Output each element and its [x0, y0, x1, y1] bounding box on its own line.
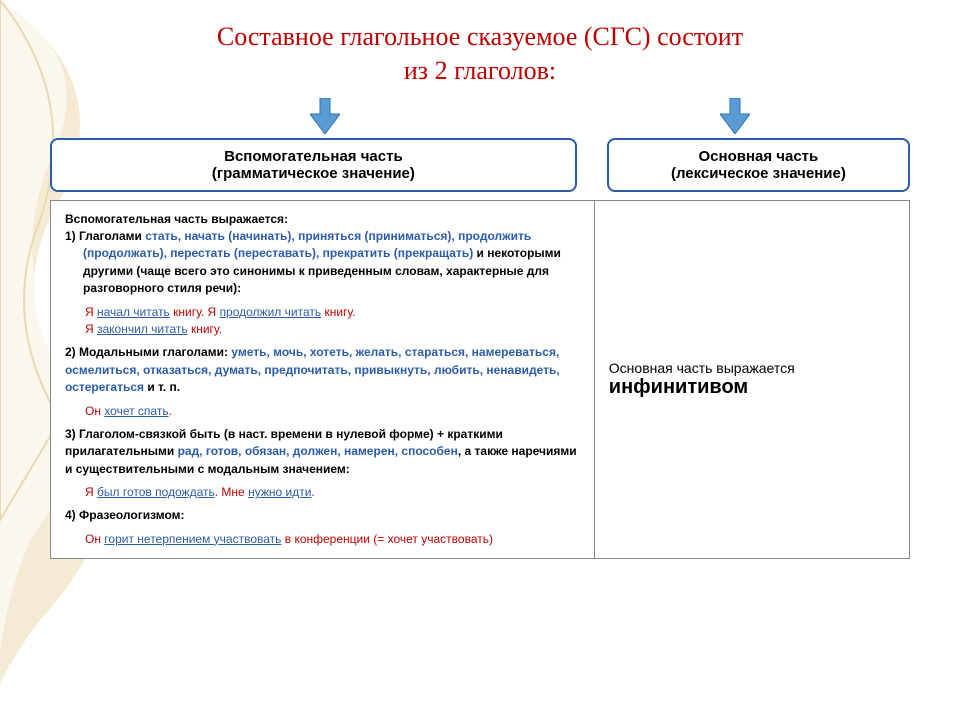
right-big: инфинитивом [609, 376, 895, 399]
ex2-w: . [169, 404, 172, 418]
header-right-line1: Основная часть [699, 148, 819, 165]
section-2: 2) Модальными глаголами: уметь, мочь, хо… [65, 344, 580, 396]
section-1: 1) Глаголами стать, начать (начинать), п… [65, 228, 580, 298]
arrow-down-right-icon [720, 98, 750, 134]
header-right: Основная часть (лексическое значение) [607, 138, 910, 192]
ex4-w: в конференции (= хочет участвовать) [281, 532, 493, 546]
ex3b-w: . [311, 485, 314, 499]
ex2: Он [85, 404, 104, 418]
example-2: Он хочет спать. [85, 403, 580, 420]
ex1c: Я [85, 322, 97, 336]
header-left-line2: (грамматическое значение) [212, 165, 415, 182]
sec2-post: и т. п. [144, 380, 180, 394]
header-left-line1: Вспомогательная часть [224, 148, 403, 165]
ex3a-g: был готов подождать [97, 485, 215, 499]
ex1a: Я [85, 305, 97, 319]
ex4: Он [85, 532, 104, 546]
sec2-pre: 2) Модальными глаголами: [65, 345, 231, 359]
header-right-line2: (лексическое значение) [671, 165, 846, 182]
arrow-down-left-icon [310, 98, 340, 134]
example-1: Я начал читать книгу. Я продолжил читать… [85, 304, 580, 339]
body-left-cell: Вспомогательная часть выражается: 1) Гла… [51, 201, 595, 559]
body-table: Вспомогательная часть выражается: 1) Гла… [50, 200, 910, 560]
example-4: Он горит нетерпением участвовать в конфе… [85, 531, 580, 548]
right-text: Основная часть выражается [609, 360, 895, 376]
header-columns: Вспомогательная часть (грамматическое зн… [50, 138, 910, 192]
ex1a-w: книгу. [170, 305, 204, 319]
ex4-g: горит нетерпением участвовать [104, 532, 281, 546]
ex1b-w: книгу. [321, 305, 355, 319]
ex1a-g: начал читать [97, 305, 170, 319]
sec1-blue: стать, начать (начинать), приняться (при… [83, 229, 531, 260]
body-right-cell: Основная часть выражается инфинитивом [595, 201, 909, 559]
section-3: 3) Глаголом-связкой быть (в наст. времен… [65, 426, 580, 478]
page-title: Составное глагольное сказуемое (СГС) сос… [40, 20, 920, 88]
ex3a: Я [85, 485, 97, 499]
section-4: 4) Фразеологизмом: [65, 507, 580, 524]
ex3b-g: нужно идти [248, 485, 311, 499]
left-intro: Вспомогательная часть выражается: [65, 211, 580, 228]
title-line-1: Составное глагольное сказуемое (СГС) сос… [217, 22, 743, 51]
sec1-pre: 1) Глаголами [65, 229, 145, 243]
ex3b: Мне [218, 485, 248, 499]
sec3-blue: рад, готов, обязан, должен, намерен, спо… [178, 444, 458, 458]
header-left: Вспомогательная часть (грамматическое зн… [50, 138, 577, 192]
ex2-g: хочет спать [104, 404, 168, 418]
ex1c-g: закончил читать [97, 322, 188, 336]
arrows-row [40, 98, 920, 138]
example-3: Я был готов подождать. Мне нужно идти. [85, 484, 580, 501]
ex1b: Я [204, 305, 219, 319]
ex1b-g: продолжил читать [220, 305, 322, 319]
title-line-2: из 2 глаголов: [404, 56, 556, 85]
ex1c-w: книгу. [188, 322, 222, 336]
